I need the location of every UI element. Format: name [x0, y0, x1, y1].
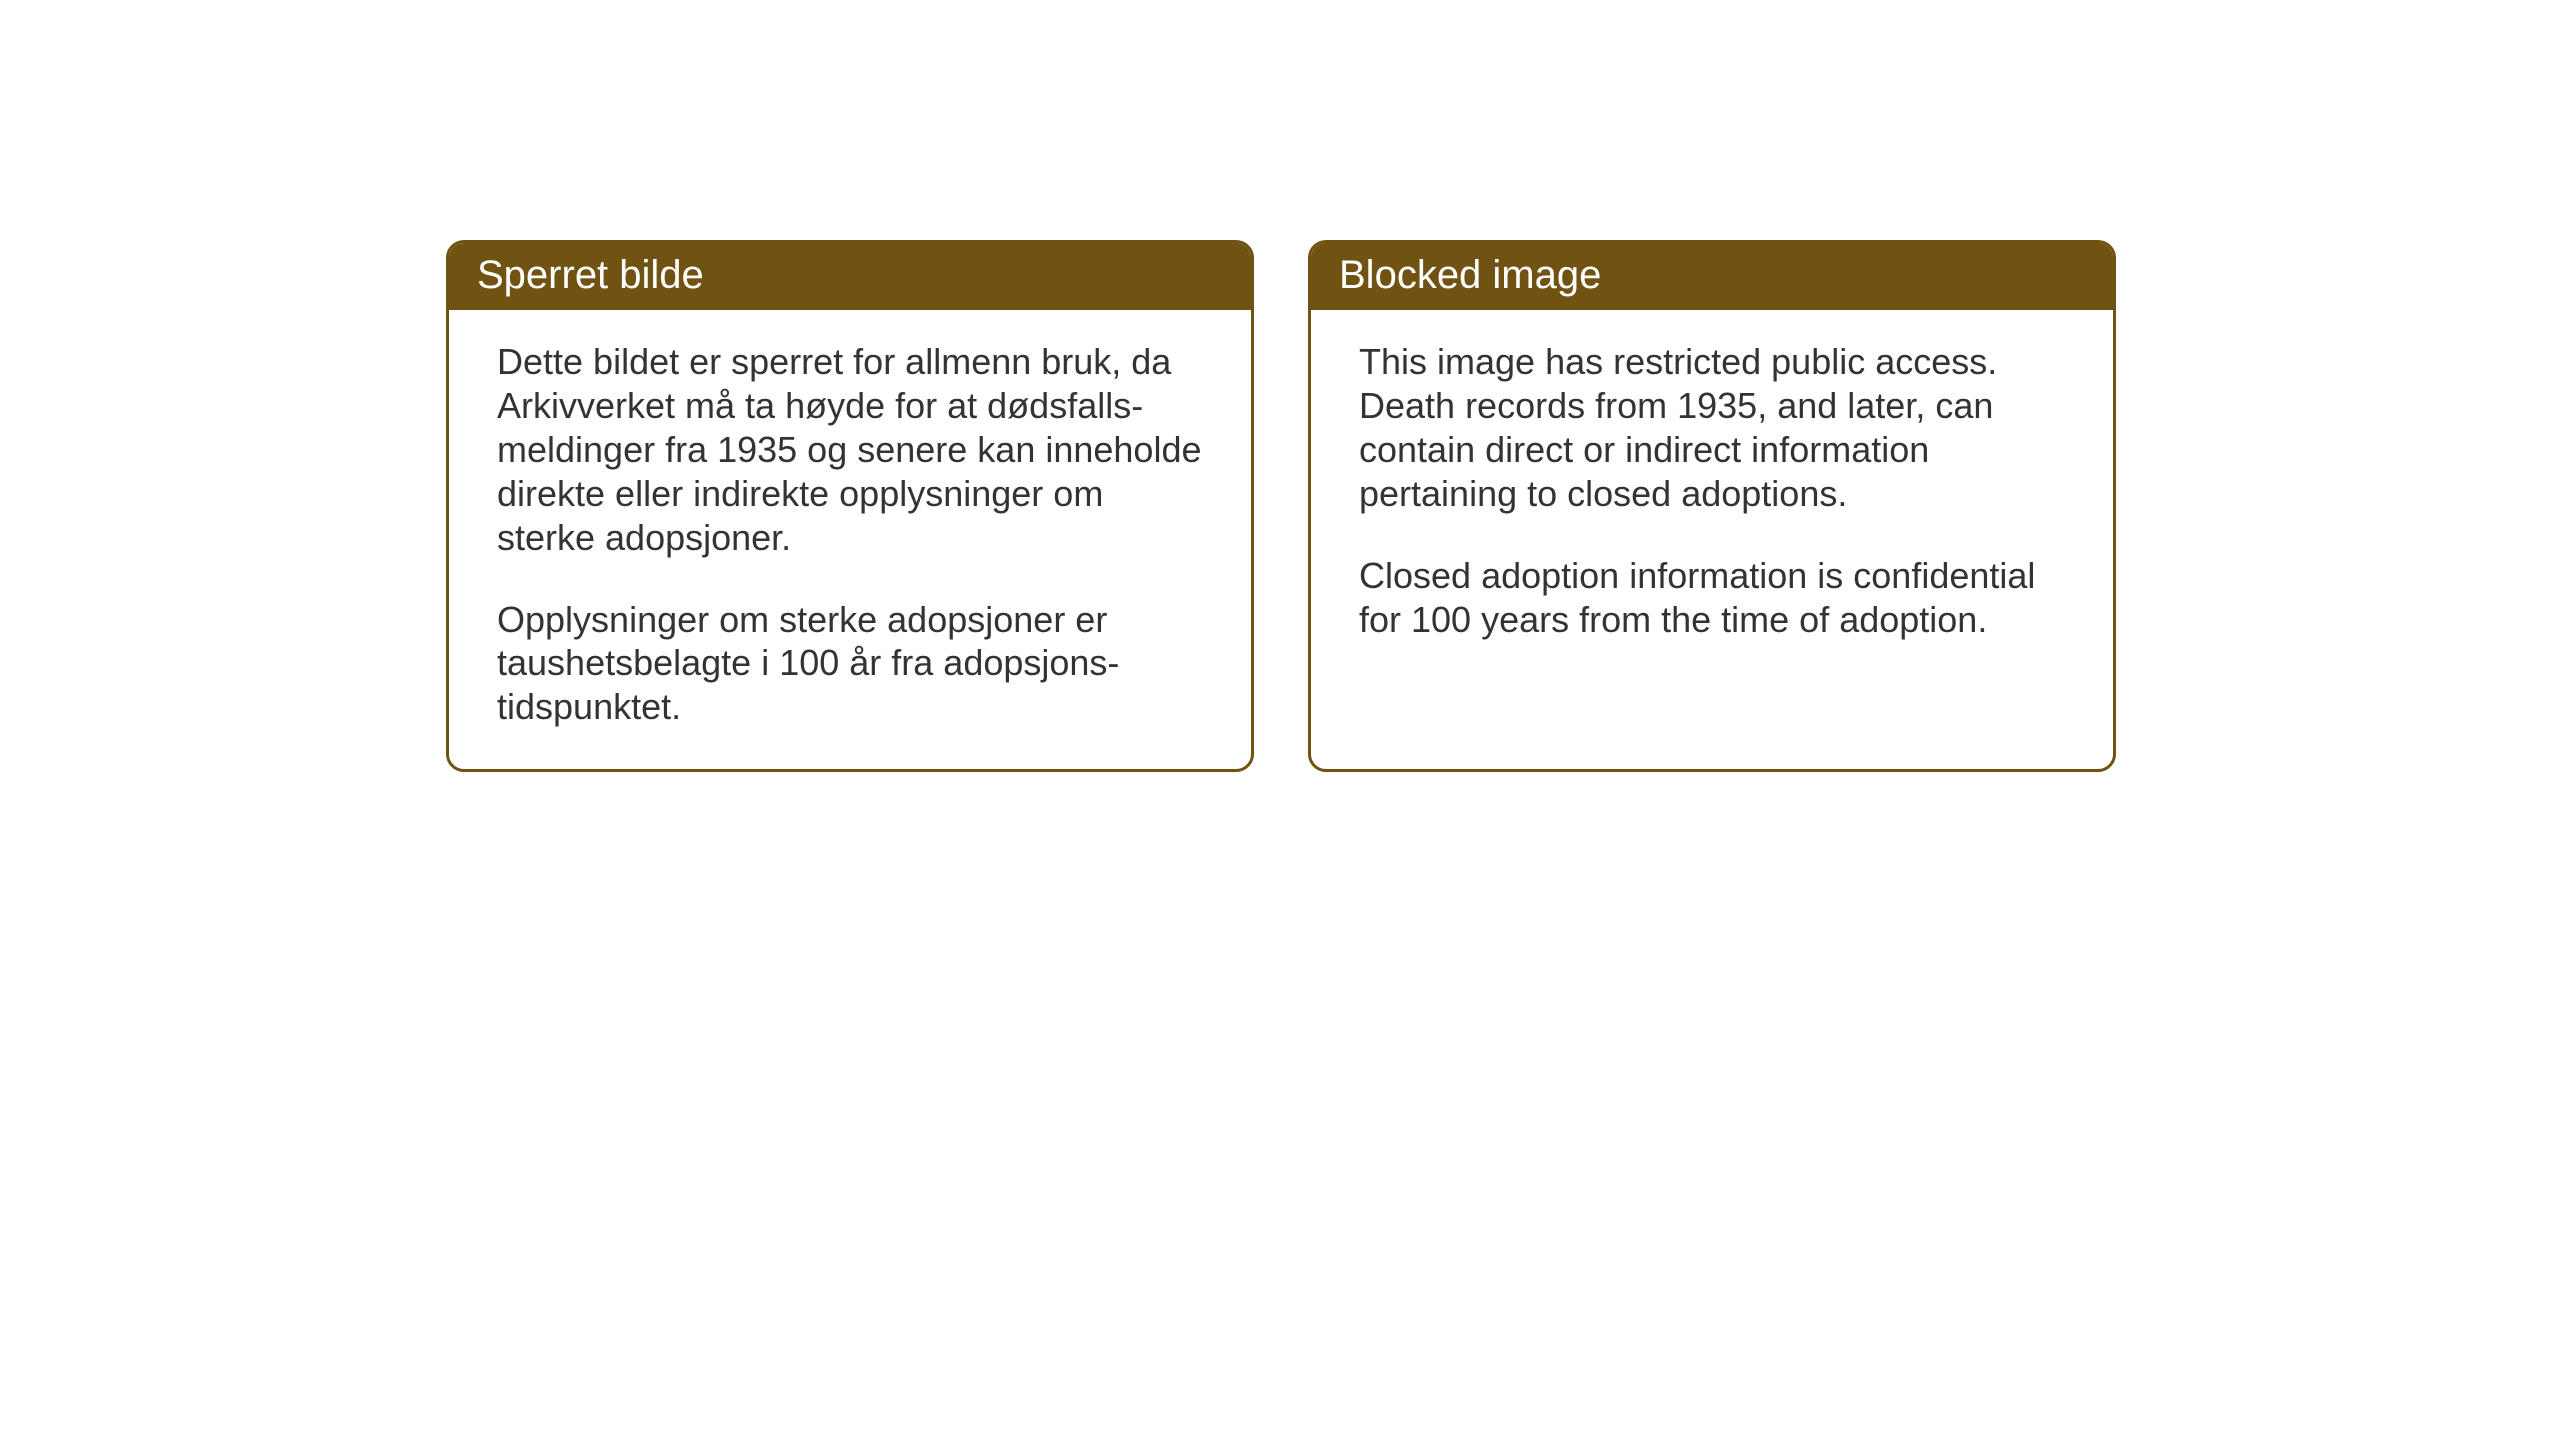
paragraph-english-2: Closed adoption information is confident… — [1359, 554, 2073, 642]
card-body-english: This image has restricted public access.… — [1311, 310, 2113, 750]
paragraph-norwegian-1: Dette bildet er sperret for allmenn bruk… — [497, 340, 1211, 560]
card-title-norwegian: Sperret bilde — [477, 253, 704, 297]
cards-container: Sperret bilde Dette bildet er sperret fo… — [446, 240, 2116, 772]
paragraph-english-1: This image has restricted public access.… — [1359, 340, 2073, 516]
card-header-norwegian: Sperret bilde — [449, 243, 1251, 310]
paragraph-norwegian-2: Opplysninger om sterke adopsjoner er tau… — [497, 598, 1211, 730]
card-header-english: Blocked image — [1311, 243, 2113, 310]
card-title-english: Blocked image — [1339, 253, 1601, 297]
card-body-norwegian: Dette bildet er sperret for allmenn bruk… — [449, 310, 1251, 769]
card-english: Blocked image This image has restricted … — [1308, 240, 2116, 772]
card-norwegian: Sperret bilde Dette bildet er sperret fo… — [446, 240, 1254, 772]
